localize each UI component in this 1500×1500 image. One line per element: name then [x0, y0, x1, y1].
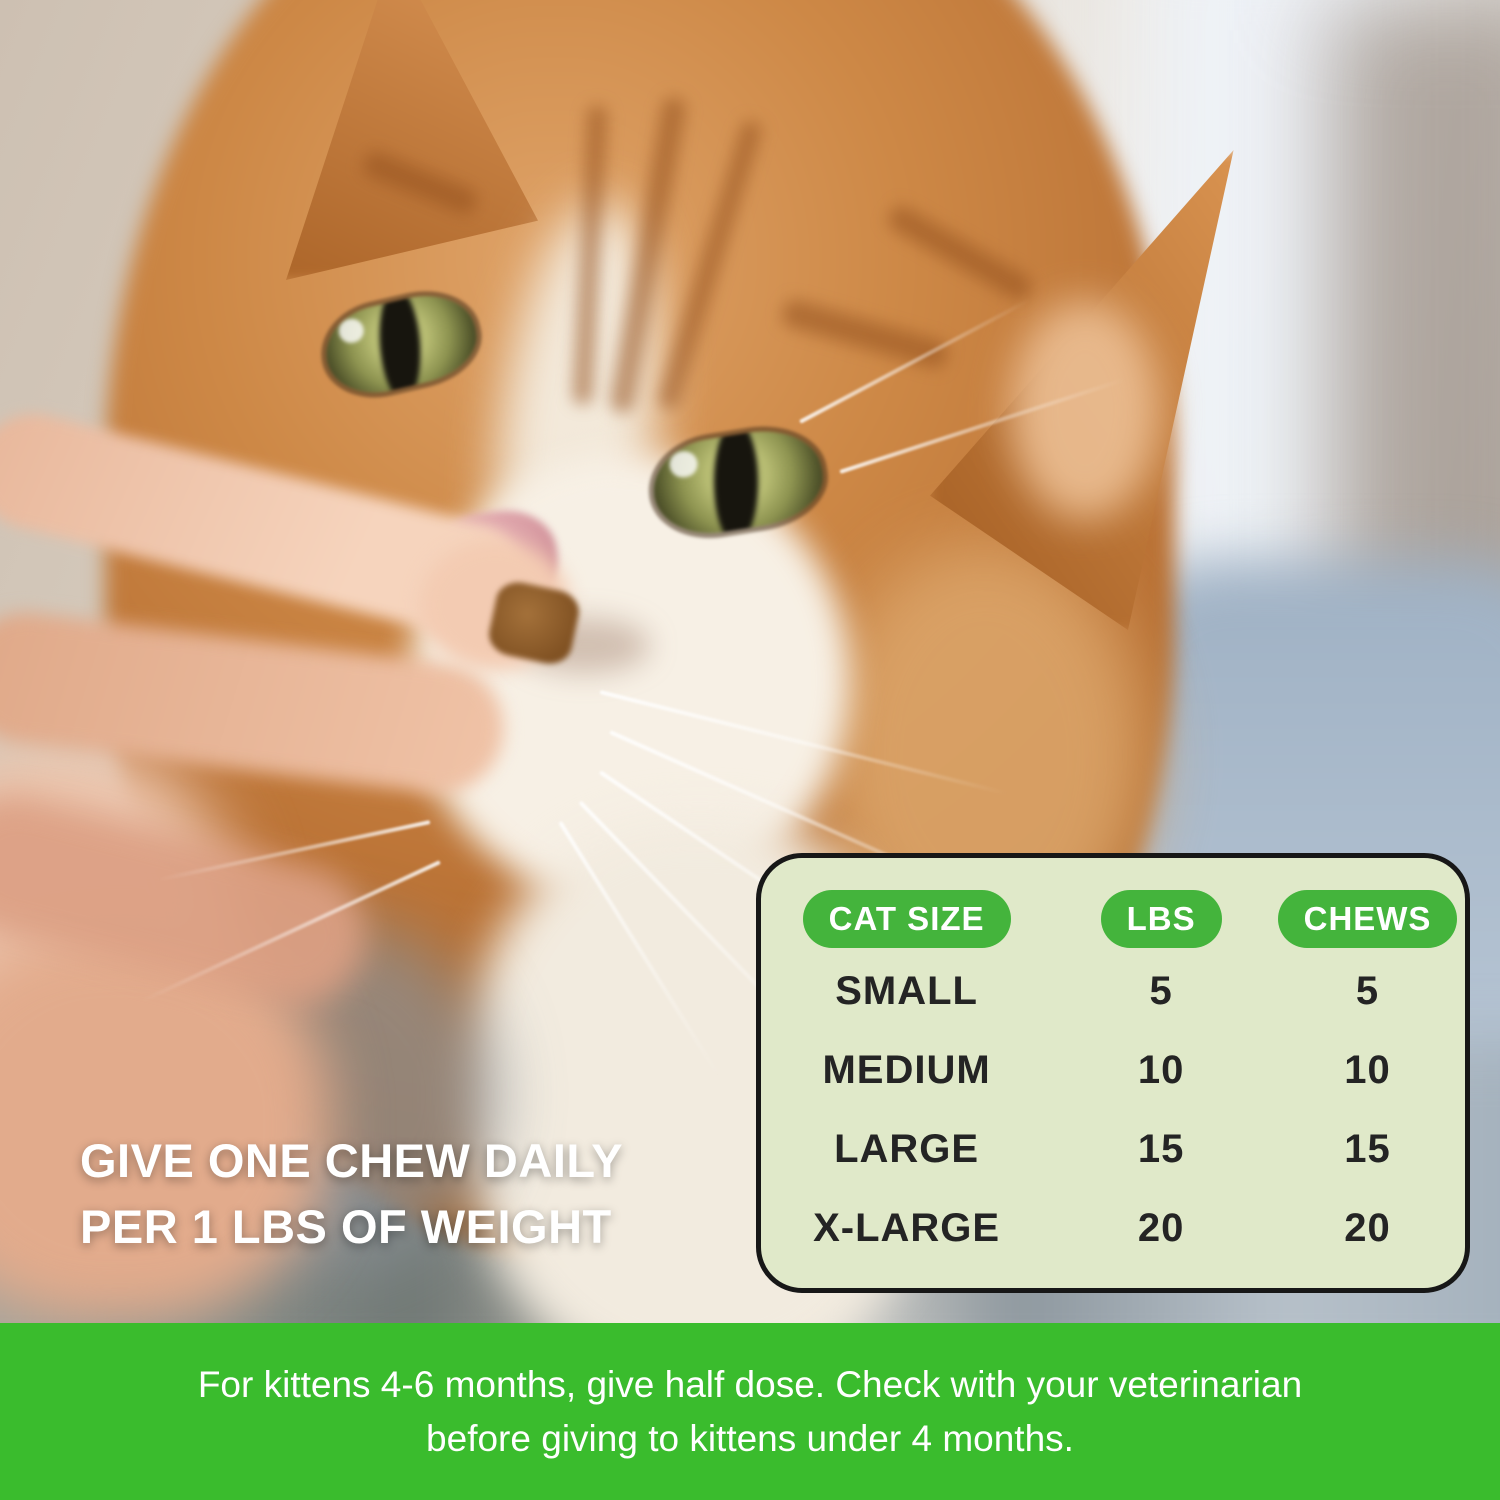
dosage-headline: GIVE ONE CHEW DAILY PER 1 LBS OF WEIGHT	[80, 1128, 623, 1260]
dosage-table-header-row: CAT SIZE LBS CHEWS	[769, 886, 1458, 952]
lbs-cell: 15	[1137, 1127, 1185, 1171]
lbs-cell: 10	[1137, 1048, 1185, 1092]
header-pill-chews: CHEWS	[1277, 890, 1458, 948]
headline-line-1: GIVE ONE CHEW DAILY	[80, 1134, 624, 1187]
cat-size-cell: X-LARGE	[813, 1206, 1001, 1250]
dosage-table-panel: CAT SIZE LBS CHEWS SMALL 5 5 MEDIUM 10 1…	[756, 853, 1470, 1293]
header-pill-cat-size: CAT SIZE	[802, 890, 1011, 948]
chews-cell: 15	[1344, 1127, 1391, 1171]
dosage-row-x-large: X-LARGE 20 20	[769, 1189, 1457, 1268]
headline-line-2: PER 1 LBS OF WEIGHT	[80, 1200, 612, 1253]
dosage-row-medium: MEDIUM 10 10	[769, 1031, 1457, 1110]
cat-size-cell: LARGE	[834, 1127, 980, 1171]
dosage-row-small: SMALL 5 5	[769, 952, 1457, 1031]
header-pill-lbs: LBS	[1100, 890, 1222, 948]
cat-size-cell: SMALL	[835, 969, 978, 1013]
footer-note-line-2: before giving to kittens under 4 months.	[426, 1417, 1074, 1459]
cat-feeding-photo	[0, 0, 1500, 1323]
cat-size-cell: MEDIUM	[822, 1048, 991, 1092]
footer-note-line-1: For kittens 4-6 months, give half dose. …	[197, 1363, 1303, 1405]
chews-cell: 10	[1344, 1048, 1391, 1092]
lbs-cell: 5	[1149, 969, 1173, 1013]
chews-cell: 5	[1355, 969, 1380, 1013]
chews-cell: 20	[1344, 1206, 1391, 1250]
cat-eye-pupil	[714, 421, 759, 544]
kitten-dosage-note-bar: For kittens 4-6 months, give half dose. …	[0, 1323, 1500, 1500]
lbs-cell: 20	[1137, 1206, 1185, 1250]
dosage-row-large: LARGE 15 15	[769, 1110, 1457, 1189]
